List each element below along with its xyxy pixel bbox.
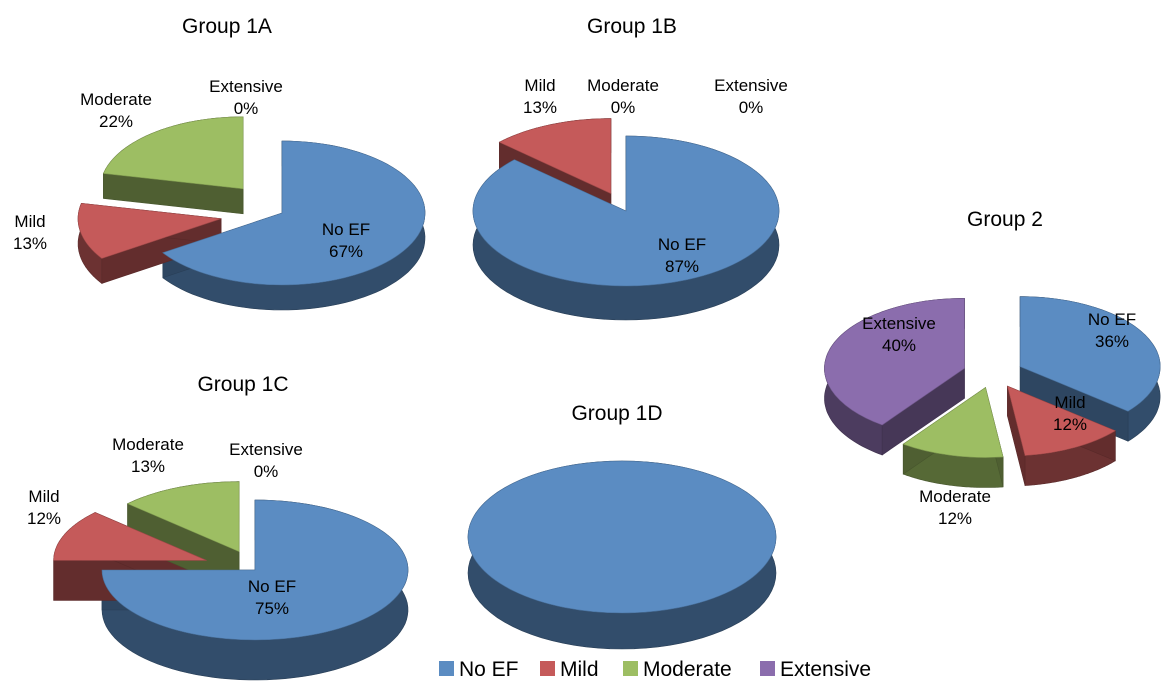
data-label-value-no-ef: 75% [255, 599, 289, 618]
legend-item-moderate: Moderate [623, 658, 732, 681]
legend-swatch-extensive [760, 661, 775, 676]
pie-chart-group-1b: Group 1B No EF 87% Mild 13% Moderate 0% Extensi… [472, 15, 788, 321]
slice-moderate [902, 387, 1004, 458]
legend-label-no-ef: No EF [459, 658, 519, 681]
slice-no-ef [472, 135, 780, 287]
data-label-category-no-ef: No EF [658, 235, 706, 254]
data-label-value-moderate: 0% [611, 98, 636, 117]
slice-no-ef [1019, 296, 1161, 412]
data-label-value-mild: 12% [27, 509, 61, 528]
legend-item-mild: Mild [540, 658, 599, 681]
data-label-category-moderate: Moderate [112, 435, 184, 454]
data-label-category-mild: Mild [1054, 393, 1085, 412]
data-labels: No EF 67% Mild 13% Moderate 22% Extensive 0% [13, 77, 370, 261]
legend-item-no-ef: No EF [439, 658, 519, 681]
pie-chart-group-1c: Group 1C No EF 75% Mild 12% Moderate 13% Extens… [27, 373, 409, 681]
data-label-value-mild: 13% [523, 98, 557, 117]
chart-title: Group 1A [182, 15, 272, 38]
slice-mild [53, 512, 207, 561]
legend-swatch-no-ef [439, 661, 454, 676]
chart-title: Group 1B [587, 15, 677, 38]
data-label-category-extensive: Extensive [862, 314, 936, 333]
pie-chart-group-1a: Group 1A No EF 67% Mild 13% Moderate 22% Extens… [13, 15, 426, 311]
pie-tops [77, 116, 426, 286]
data-label-value-mild: 13% [13, 234, 47, 253]
data-label-category-mild: Mild [524, 76, 555, 95]
data-label-category-mild: Mild [28, 487, 59, 506]
data-labels: No EF 75% Mild 12% Moderate 13% Extensive 0% [27, 435, 303, 618]
data-label-value-extensive: 0% [234, 99, 259, 118]
data-label-category-no-ef: No EF [1088, 310, 1136, 329]
data-label-category-no-ef: No EF [248, 577, 296, 596]
pie-chart-group-1d: Group 1D [467, 402, 777, 650]
legend-label-mild: Mild [560, 658, 599, 681]
slice-mild [498, 118, 612, 195]
slice-moderate [103, 116, 244, 190]
chart-title: Group 1D [571, 402, 662, 425]
legend-swatch-moderate [623, 661, 638, 676]
chart-title: Group 2 [967, 208, 1043, 231]
data-label-value-no-ef: 67% [329, 242, 363, 261]
data-label-value-extensive: 40% [882, 336, 916, 355]
pie-tops [824, 296, 1161, 458]
pie-tops [472, 118, 780, 287]
slice-mild [1007, 385, 1116, 456]
data-label-value-moderate: 22% [99, 112, 133, 131]
data-label-category-no-ef: No EF [322, 220, 370, 239]
data-label-value-moderate: 13% [131, 457, 165, 476]
data-label-category-moderate: Moderate [919, 487, 991, 506]
data-label-category-extensive: Extensive [229, 440, 303, 459]
pie-tops [53, 481, 409, 641]
data-label-value-moderate: 12% [938, 509, 972, 528]
data-label-value-no-ef: 36% [1095, 332, 1129, 351]
data-label-category-extensive: Extensive [209, 77, 283, 96]
data-label-value-no-ef: 87% [665, 257, 699, 276]
data-label-value-extensive: 0% [739, 98, 764, 117]
slice-extensive [824, 298, 965, 426]
legend-label-extensive: Extensive [780, 658, 871, 681]
data-labels: No EF 36% Mild 12% Moderate 12% Extensive 40% [862, 310, 1136, 528]
slice-moderate [126, 481, 240, 553]
chart-title: Group 1C [197, 373, 288, 396]
legend-label-moderate: Moderate [643, 658, 732, 681]
legend-swatch-mild [540, 661, 555, 676]
data-label-value-extensive: 0% [254, 462, 279, 481]
data-label-category-mild: Mild [14, 212, 45, 231]
data-labels: No EF 87% Mild 13% Moderate 0% Extensive 0% [523, 76, 788, 276]
legend-item-extensive: Extensive [760, 658, 871, 681]
data-label-category-moderate: Moderate [80, 90, 152, 109]
pie-chart-group-2: Group 2 No EF 36% Mild 12% Moderate 12% Extensi… [824, 208, 1161, 528]
slice-no-ef [101, 499, 409, 641]
pie-tops [467, 460, 777, 614]
slice-mild [77, 202, 222, 259]
data-label-value-mild: 12% [1053, 415, 1087, 434]
charts-layer: Group 1A No EF 67% Mild 13% Moderate 22% Extens… [13, 15, 1161, 681]
legend: No EF Mild Moderate Extensive [439, 658, 871, 681]
data-label-category-moderate: Moderate [587, 76, 659, 95]
data-label-category-extensive: Extensive [714, 76, 788, 95]
slice-no-ef [467, 460, 777, 614]
slice-no-ef [162, 140, 426, 286]
